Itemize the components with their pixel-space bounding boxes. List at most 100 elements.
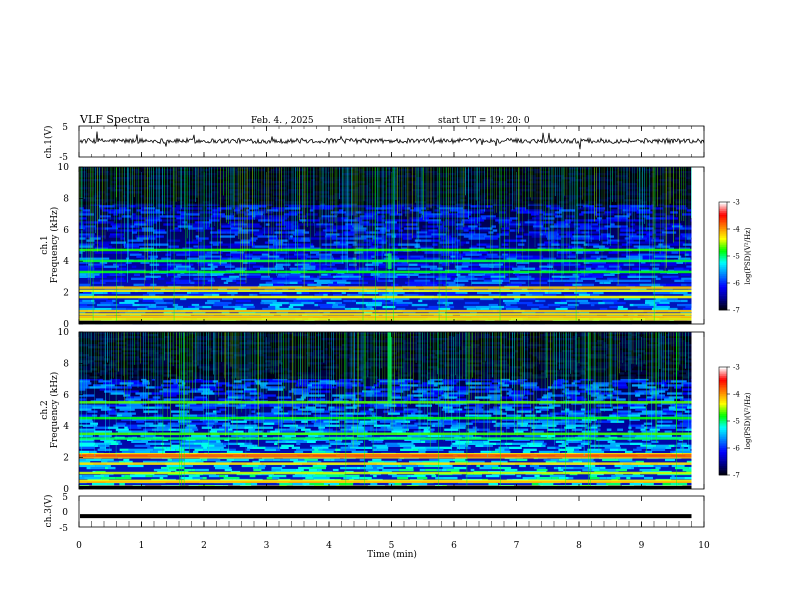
spectrogram-cell [496,233,500,236]
spectrogram-cell [104,440,117,443]
spectrogram-cell [689,410,692,413]
spectrogram-cell [620,211,633,214]
spectrogram-cell [216,440,221,443]
spectrogram-cell [627,243,633,246]
spectrogram-cell [310,251,320,254]
spectrogram-cell [228,442,238,445]
spectrogram-cell [124,426,128,429]
spectrogram-cell [544,291,549,295]
spectrogram-cell [281,275,285,278]
spectrogram-cell [580,442,590,445]
spectrogram-cell [512,291,529,295]
ytick-label: 6 [63,226,69,236]
spectrogram-cell [219,408,227,411]
spectrogram-cell [641,430,653,433]
spectrogram-cell [139,394,143,397]
spectrogram-cell [217,207,232,210]
spectrogram-cell [206,251,219,254]
spectrogram-cell [533,255,544,258]
spectrogram-cell [379,241,387,244]
spectrogram-cell [203,227,212,230]
spectrogram-cell [391,255,398,258]
spectrogram-cell [407,283,422,286]
spectrogram-cell [116,229,130,232]
spectrogram-cell [123,394,131,397]
spectrogram-cell [295,384,300,387]
spectrogram-cell [118,279,126,282]
spectrogram-cell [455,241,466,244]
spectrogram-cell [156,235,164,238]
spectrogram-cell [343,299,352,303]
spectrogram-cell [106,386,121,389]
spectrogram-cell [144,283,151,286]
spectrogram-cell [417,235,432,238]
spectrogram-cell [463,215,469,218]
spectrogram-cell [645,239,651,242]
spectrogram-cell [287,410,303,413]
spectrogram-cell [340,257,353,260]
spectrogram-cell [346,211,356,214]
spectrogram-cell [197,414,212,417]
spectrogram-cell [675,227,680,230]
spectrogram-cell [94,235,101,238]
spectrogram-cell [682,243,692,246]
spectrogram-cell [632,227,639,230]
spectrogram-cell [90,378,100,381]
spectrogram-cell [606,233,611,236]
spectrogram-cell [285,440,297,443]
spectrogram-cell [226,231,234,234]
spectrogram-cell [621,253,631,256]
spectrogram-cell [260,267,272,270]
spectrogram-cell [370,418,382,421]
spectrogram-cell [530,440,544,443]
spectrogram-cell [125,261,132,264]
spectrogram-cell [206,424,214,427]
spectrogram-cell [379,380,389,383]
spectrogram-cell [475,428,480,431]
spectrogram-cell [314,293,324,297]
spectrogram-cell [490,235,501,238]
spectrogram-cell [658,426,676,429]
spectrogram-cell [564,392,581,395]
spectrogram-cell [331,261,344,264]
spectrogram-cell [514,430,524,433]
spectrogram-cell [638,380,646,383]
spectrogram-cell [104,287,118,291]
spectrogram-cell [79,440,94,443]
spectrogram-cell [465,414,479,417]
spectrogram-cell [125,311,133,315]
spectrogram-cell [300,267,310,270]
spectrogram-cell [676,261,684,264]
spectrogram-cell [202,225,210,228]
spectrogram-cell [557,225,570,228]
spectrogram-cell [654,382,667,385]
spectrogram-cell [642,442,652,445]
spectrogram-cell [147,392,152,395]
spectrogram-cell [249,293,253,297]
spectrogram-cell [358,291,367,295]
spectrogram-cell [599,213,614,216]
spectrogram-cell [661,231,677,234]
spectrogram-cell [188,227,204,230]
spectrogram-cell [309,430,324,433]
spectrogram-cell [242,434,259,437]
spectrogram-cell [675,384,684,387]
spectrogram-cell [83,380,91,383]
spectrogram-cell [371,255,375,258]
spectrogram-cell [471,221,479,224]
spectrogram-cell [564,426,576,429]
spectrogram-cell [176,253,191,256]
spectrogram-cell [172,414,184,417]
spectrogram-cell [506,257,517,260]
spectrogram-cell [607,239,620,242]
spectrogram-cell [431,235,438,238]
spectrogram-cell [571,241,586,244]
spectrogram-cell [365,273,371,276]
spectrogram-cell [594,237,601,240]
spectrogram-cell [393,418,407,421]
spectrogram-cell [412,235,418,238]
spectrogram-cell [588,414,595,417]
spectrogram-cell [428,412,440,415]
spectrogram-cell [149,263,160,266]
spectrogram-cell [353,430,368,433]
